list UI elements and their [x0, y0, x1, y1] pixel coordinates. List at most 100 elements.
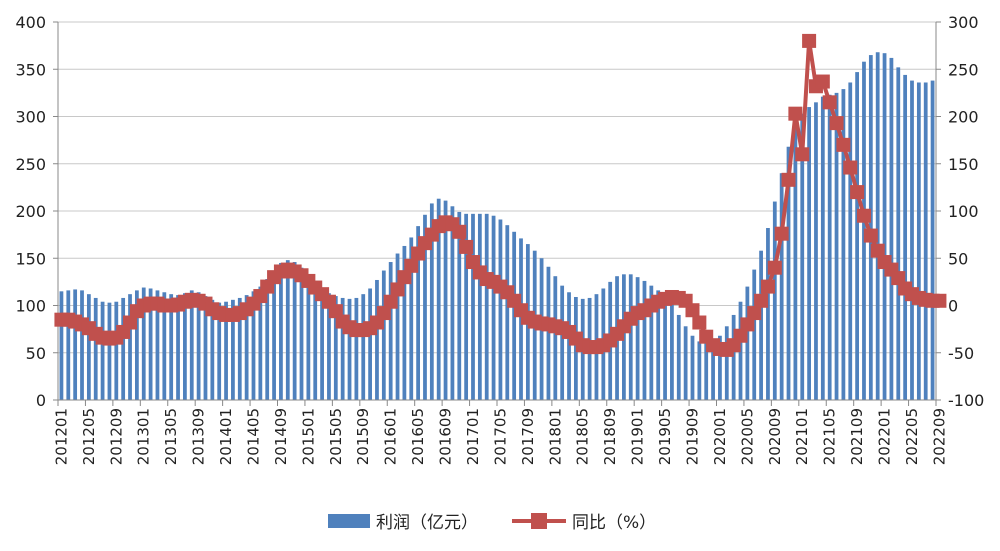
left-y-tick-label: 50: [26, 344, 46, 363]
profit-bar: [66, 290, 71, 400]
yoy-line: [54, 33, 947, 357]
profit-bar: [855, 72, 860, 401]
yoy-marker: [815, 74, 830, 89]
yoy-marker: [754, 293, 769, 308]
x-tick-label: 202105: [821, 408, 839, 465]
profit-bar: [889, 57, 894, 400]
yoy-marker: [781, 172, 796, 187]
right-y-tick-label: 200: [948, 108, 979, 127]
profit-bar: [169, 294, 174, 400]
yoy-marker: [404, 258, 419, 273]
left-y-tick-label: 400: [15, 13, 46, 32]
x-tick-label: 202101: [793, 408, 811, 465]
yoy-marker: [383, 294, 398, 309]
profit-bar: [718, 335, 722, 400]
profit-bar: [498, 219, 503, 400]
legend-label-yoy: 同比（%）: [572, 513, 656, 533]
yoy-marker: [774, 226, 789, 241]
profit-bar: [807, 107, 811, 401]
yoy-marker: [856, 208, 871, 223]
x-tick-label: 201509: [354, 408, 372, 465]
profit-bar: [388, 262, 393, 400]
x-tick-label: 201201: [52, 408, 70, 465]
profit-bar: [134, 290, 139, 400]
legend-swatch-yoy-marker: [531, 513, 547, 529]
profit-bars: [59, 52, 935, 401]
left-y-tick-label: 250: [15, 155, 46, 174]
x-tick-label: 201305: [162, 408, 180, 465]
profit-bar: [347, 298, 352, 400]
x-tick-label: 202005: [738, 408, 756, 465]
profit-bar: [162, 292, 167, 400]
profit-bar: [141, 287, 146, 400]
profit-bar: [381, 270, 386, 400]
profit-bar: [237, 297, 242, 400]
x-tick-label: 201501: [299, 408, 317, 465]
left-y-tick-label: 350: [15, 60, 46, 79]
profit-bar: [711, 341, 715, 400]
profit-bar: [361, 294, 366, 400]
profit-bar: [457, 211, 462, 400]
profit-bar: [676, 314, 681, 400]
right-y-tick-label: -100: [948, 391, 984, 410]
profit-bar: [471, 213, 475, 400]
yoy-marker: [685, 303, 700, 318]
yoy-marker: [740, 317, 755, 332]
x-tick-label: 202205: [903, 408, 921, 465]
profit-bar: [100, 301, 105, 400]
yoy-marker: [843, 160, 858, 175]
axes: [53, 21, 941, 406]
profit-bar: [244, 295, 249, 400]
legend: 利润（亿元） 同比（%）: [328, 513, 656, 533]
yoy-marker: [692, 315, 707, 330]
yoy-marker: [760, 279, 775, 294]
profit-bar: [231, 299, 235, 400]
yoy-marker: [733, 328, 748, 343]
profit-bar: [567, 292, 571, 400]
yoy-marker: [802, 33, 817, 48]
yoy-marker: [932, 293, 947, 308]
profit-bar: [834, 92, 839, 400]
profit-bar: [656, 290, 661, 400]
x-tick-label: 201705: [491, 408, 509, 465]
x-tick-label: 201309: [190, 408, 208, 465]
profit-bar: [59, 291, 64, 400]
x-tick-label: 202109: [848, 408, 866, 465]
profit-bar: [73, 289, 78, 400]
profit-bar: [635, 277, 640, 400]
x-tick-label: 202009: [766, 408, 784, 465]
profit-bar: [841, 89, 846, 400]
x-tick-label: 201909: [683, 408, 701, 465]
profit-bar: [327, 293, 331, 400]
left-y-tick-labels: 0 50 100 150 200 250 300 350 400: [15, 13, 46, 410]
profit-bar: [484, 213, 489, 400]
profit-bar: [121, 297, 126, 400]
profit-bar: [903, 74, 908, 401]
profit-bar: [670, 303, 674, 400]
right-y-tick-label: 0: [948, 297, 958, 316]
profit-bar: [642, 280, 647, 400]
x-tick-labels: 201201 201205 201209 201301 201305 201309 2014…: [52, 408, 948, 465]
profit-bar: [848, 82, 853, 400]
yoy-marker: [822, 95, 837, 110]
x-tick-label: 202001: [711, 408, 729, 465]
profit-bar: [649, 285, 654, 400]
yoy-marker: [850, 185, 865, 200]
profit-bar: [896, 67, 901, 401]
right-y-tick-label: 250: [948, 60, 979, 79]
yoy-marker: [376, 306, 391, 321]
right-y-tick-label: 300: [948, 13, 979, 32]
profit-bar: [793, 125, 798, 400]
profit-bar: [416, 226, 421, 400]
profit-bar: [820, 96, 825, 400]
x-tick-label: 201209: [107, 408, 125, 465]
profit-bar: [320, 288, 324, 400]
profit-bar: [107, 302, 112, 400]
left-y-tick-label: 300: [15, 108, 46, 127]
profit-bar: [779, 173, 784, 400]
profit-bar: [272, 270, 276, 400]
profit-bar: [875, 52, 880, 401]
profit-bar: [409, 237, 414, 400]
yoy-marker: [788, 106, 803, 121]
